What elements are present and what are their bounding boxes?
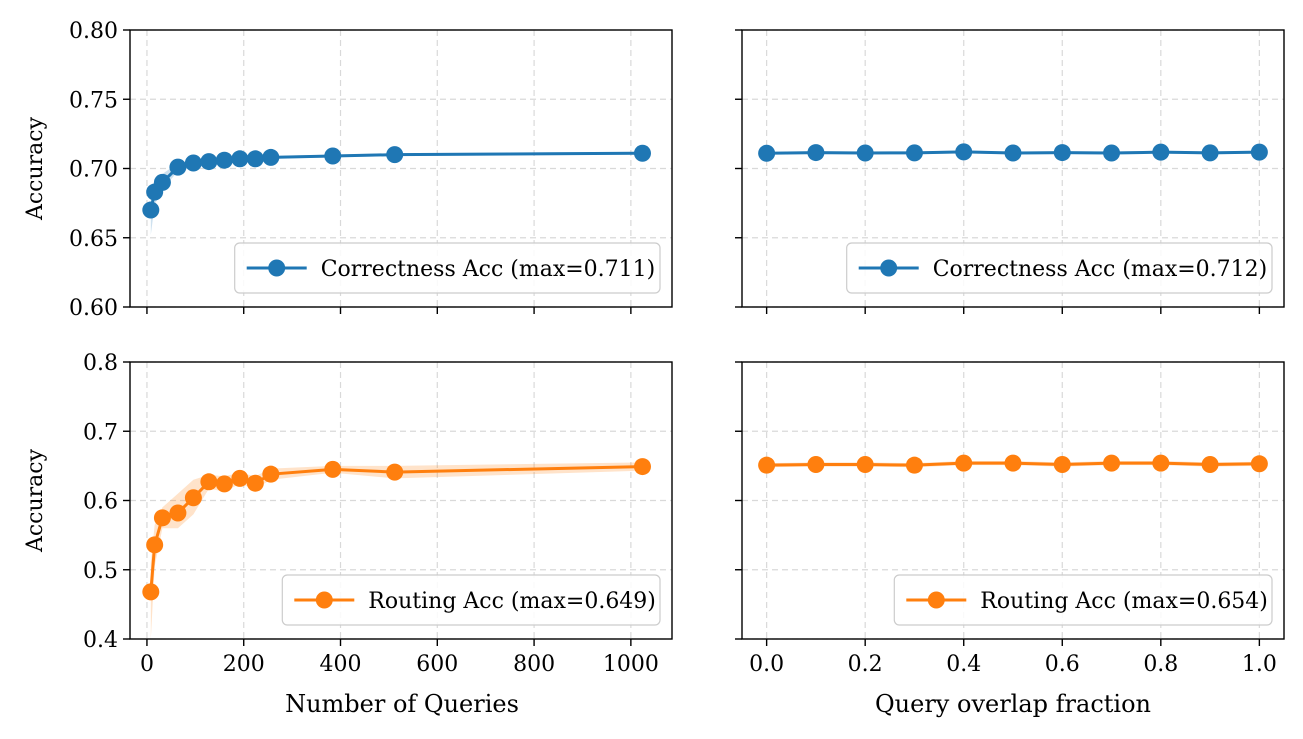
- data-point: [142, 201, 160, 219]
- data-point: [153, 509, 171, 527]
- data-point: [758, 144, 776, 162]
- data-point: [1250, 143, 1268, 161]
- legend-marker: [268, 259, 286, 277]
- data-point: [1250, 455, 1268, 473]
- data-point: [246, 150, 264, 168]
- data-point: [905, 144, 923, 162]
- x-tick-label: 800: [513, 652, 555, 677]
- data-point: [955, 454, 973, 472]
- y-tick-label: 0.7: [83, 420, 118, 445]
- legend-label: Routing Acc (max=0.654): [980, 589, 1268, 614]
- data-point: [324, 460, 342, 478]
- data-point: [1103, 144, 1121, 162]
- x-tick-label: 1000: [603, 652, 659, 677]
- y-axis-label: Accuracy: [23, 448, 48, 553]
- legend-box: [893, 574, 1273, 626]
- data-point: [1152, 143, 1170, 161]
- x-tick-label: 0.6: [1045, 652, 1080, 677]
- x-tick-label: 400: [320, 652, 362, 677]
- x-tick-label: 200: [223, 652, 265, 677]
- data-point: [1004, 144, 1022, 162]
- legend-label: Correctness Acc (max=0.711): [321, 257, 656, 282]
- data-point: [200, 153, 218, 171]
- data-point: [215, 151, 233, 169]
- x-tick-label: 0.4: [946, 652, 981, 677]
- legend-marker: [315, 591, 333, 609]
- data-point: [386, 146, 404, 164]
- data-point: [184, 489, 202, 507]
- y-tick-label: 0.80: [69, 19, 118, 44]
- data-point: [231, 469, 249, 487]
- x-tick-label: 0: [140, 652, 154, 677]
- data-point: [758, 456, 776, 474]
- data-point: [1201, 144, 1219, 162]
- x-tick-label: 0.0: [749, 652, 784, 677]
- legend: Correctness Acc (max=0.711): [234, 242, 661, 294]
- legend-box: [846, 242, 1273, 294]
- data-point: [169, 504, 187, 522]
- data-point: [215, 475, 233, 493]
- data-point: [262, 465, 280, 483]
- data-point: [1152, 454, 1170, 472]
- legend: Correctness Acc (max=0.712): [846, 242, 1273, 294]
- y-tick-label: 0.60: [69, 296, 118, 321]
- data-point: [1103, 454, 1121, 472]
- data-point: [1053, 455, 1071, 473]
- legend: Routing Acc (max=0.649): [281, 574, 661, 626]
- y-axis-label: Accuracy: [23, 116, 48, 221]
- data-point: [142, 583, 160, 601]
- data-point: [633, 144, 651, 162]
- legend-box: [234, 242, 661, 294]
- data-point: [231, 150, 249, 168]
- y-tick-label: 0.8: [83, 351, 118, 376]
- data-point: [856, 455, 874, 473]
- x-axis-label-left: Number of Queries: [285, 690, 519, 718]
- legend-marker: [880, 259, 898, 277]
- x-tick-label: 0.8: [1143, 652, 1178, 677]
- panel-bottom-left: Routing Acc (max=0.649) 0 200 400 600 800 1000…: [23, 351, 673, 677]
- data-point: [1201, 455, 1219, 473]
- data-point: [1004, 454, 1022, 472]
- data-point: [386, 463, 404, 481]
- data-point: [807, 144, 825, 162]
- panel-top-right: Correctness Acc (max=0.712): [735, 29, 1285, 314]
- data-point: [905, 456, 923, 474]
- x-tick-label: 0.2: [848, 652, 883, 677]
- panels: Correctness Acc (max=0.711)0.600.650.700…: [23, 19, 1285, 677]
- data-point: [324, 147, 342, 165]
- x-tick-label: 1.0: [1242, 652, 1277, 677]
- y-tick-label: 0.4: [83, 628, 118, 653]
- data-point: [153, 173, 171, 191]
- legend-label: Routing Acc (max=0.649): [368, 589, 656, 614]
- y-tick-label: 0.70: [69, 158, 118, 183]
- x-axis-label-right: Query overlap fraction: [875, 690, 1151, 718]
- data-point: [1053, 144, 1071, 162]
- legend-box: [281, 574, 661, 626]
- y-tick-label: 0.5: [83, 559, 118, 584]
- y-tick-label: 0.75: [69, 88, 118, 113]
- legend-marker: [927, 591, 945, 609]
- y-tick-label: 0.65: [69, 227, 118, 252]
- y-tick-label: 0.6: [83, 490, 118, 515]
- data-point: [955, 143, 973, 161]
- data-point: [262, 148, 280, 166]
- legend: Routing Acc (max=0.654): [893, 574, 1273, 626]
- data-point: [807, 455, 825, 473]
- x-tick-label: 600: [416, 652, 458, 677]
- legend-label: Correctness Acc (max=0.712): [933, 257, 1268, 282]
- data-point: [856, 144, 874, 162]
- data-point: [246, 474, 264, 492]
- data-point: [184, 154, 202, 172]
- confidence-band: [150, 462, 643, 639]
- panel-bottom-right: Routing Acc (max=0.654) 0.0 0.2 0.4 0.6 0.8 1.…: [735, 361, 1285, 677]
- panel-top-left: Correctness Acc (max=0.711) 0.60 0.65 0.70 0…: [23, 19, 673, 321]
- data-point: [146, 536, 164, 554]
- data-point: [200, 473, 218, 491]
- data-point: [169, 158, 187, 176]
- data-point: [633, 458, 651, 476]
